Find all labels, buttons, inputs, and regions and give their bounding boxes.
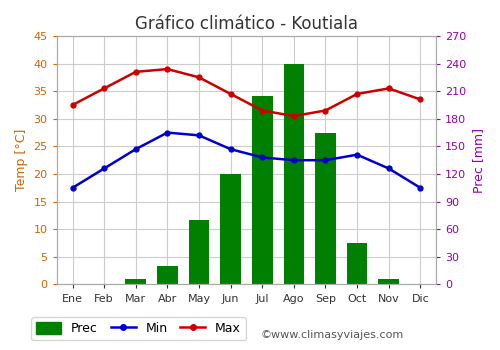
Bar (410, 284, 430, 285)
Bar (157, 266, 178, 285)
Bar (284, 64, 304, 285)
Bar (315, 133, 336, 285)
Bar (62, 284, 83, 285)
Legend: Prec, Min, Max: Prec, Min, Max (31, 317, 246, 340)
Bar (126, 279, 146, 285)
Bar (347, 243, 368, 285)
Bar (378, 279, 399, 285)
Bar (220, 174, 241, 285)
Y-axis label: Prec [mm]: Prec [mm] (472, 128, 485, 193)
Title: Gráfico climático - Koutiala: Gráfico climático - Koutiala (135, 15, 358, 33)
Bar (188, 220, 210, 285)
Y-axis label: Temp [°C]: Temp [°C] (15, 129, 28, 191)
Bar (94, 284, 114, 285)
Bar (252, 96, 272, 285)
Text: ©www.climasyviajes.com: ©www.climasyviajes.com (260, 329, 403, 340)
